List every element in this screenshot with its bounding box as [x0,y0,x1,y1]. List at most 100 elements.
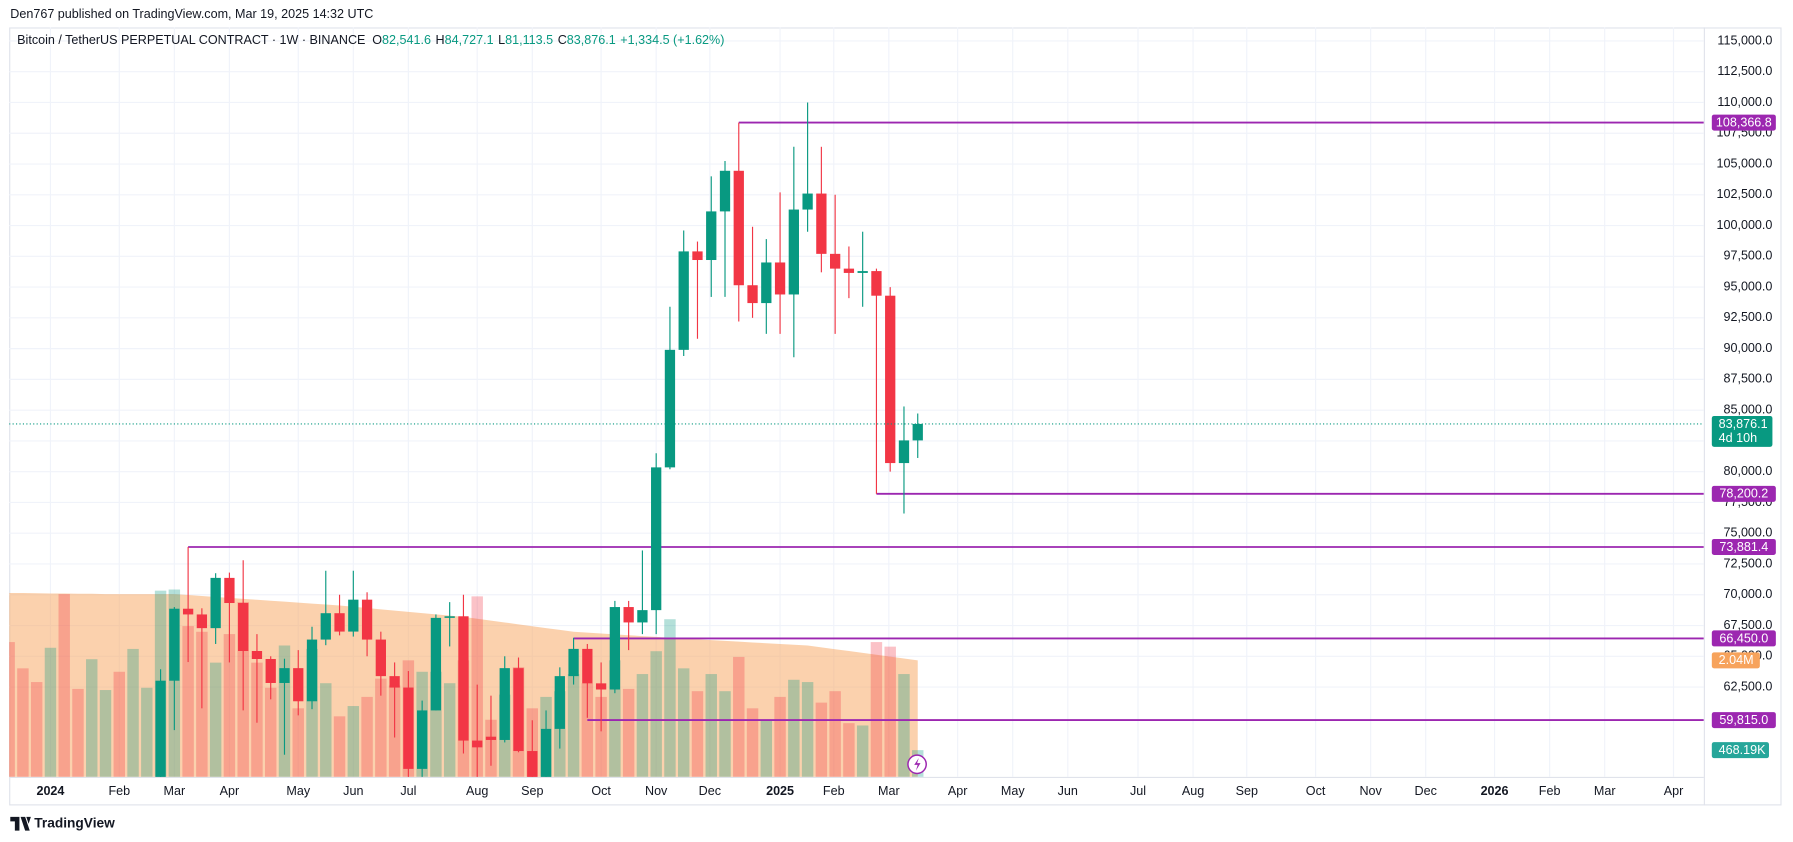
level-label-box [1711,630,1776,647]
level-label: 73,881.4 [1719,540,1768,554]
grid [9,27,1704,777]
candle-body [719,170,731,212]
candle-body [554,676,565,729]
x-tick-label: Feb [823,784,845,798]
legend-change: +1,334.5 (+1.62%) [620,33,724,47]
candle-body [637,610,648,623]
candle-body [348,599,359,632]
candle-body [774,262,786,295]
volume-bar [99,690,112,777]
x-tick-label: Mar [1594,784,1616,798]
volume-bar [870,642,883,777]
candle-body [224,577,235,604]
candle-body [829,253,841,269]
candle-body [857,271,868,273]
level-label: 66,450.0 [1719,631,1768,645]
candle-body [458,616,469,741]
volume-bar [17,668,29,777]
level-label: 59,815.0 [1719,713,1768,727]
candle-body [430,617,442,711]
legend-key: H [436,33,445,47]
y-tick-label: 85,000.0 [1723,402,1772,416]
volume-bar [292,708,304,777]
x-tick-label: 2025 [766,784,794,798]
volume-bar [567,674,580,777]
candle-body [293,668,304,702]
x-tick-label: Feb [1539,784,1561,798]
x-tick-label: Apr [948,784,968,798]
candle-body [802,193,813,210]
candle-body [885,295,896,464]
brand-name: TradingView [34,815,115,830]
level-label-box [1711,712,1776,729]
y-tick-label: 92,500.0 [1723,310,1772,324]
x-tick-label: Aug [466,784,488,798]
x-tick-label: Apr [220,784,240,798]
candle-body [664,349,676,468]
volume-bar [443,683,456,777]
volume-bar [58,594,70,777]
volume-bar [306,648,318,777]
level-label: 78,200.2 [1719,487,1768,501]
y-tick-label: 87,500.0 [1723,372,1772,386]
volume-bar [815,702,828,777]
volume-bar [884,646,896,777]
volume-bar [9,642,15,777]
y-tick-label: 105,000.0 [1717,156,1773,170]
candle-body [403,687,414,769]
level-label: 108,366.8 [1716,115,1772,129]
volume-bar [361,696,373,777]
countdown-label: 4d 10h [1719,431,1757,445]
x-tick-label: Nov [645,784,668,798]
last-price-box [1711,415,1773,447]
candle-body [182,608,194,615]
y-tick-label: 110,000.0 [1717,95,1772,109]
frame [9,27,1782,806]
volume-label: 468.19K [1719,743,1766,757]
y-tick-label: 62,500.0 [1723,679,1772,693]
y-tick-label: 80,000.0 [1723,464,1772,478]
candle-body [788,209,799,295]
x-tick-label: Dec [1415,784,1437,798]
candle-body [747,285,758,304]
volume-bar [650,651,662,777]
candle-body [265,658,276,683]
plot-area [9,102,1704,777]
candle-body [733,170,744,286]
volume-ma-label: 2.04M [1719,653,1754,667]
brand-logo [10,816,31,831]
x-tick-label: Dec [699,784,721,798]
candle-body [444,616,455,618]
volume-bar [127,648,139,777]
y-tick-label: 97,500.0 [1723,249,1772,263]
candle-body [609,607,621,690]
legend-row: Bitcoin / TetherUS PERPETUAL CONTRACT · … [17,33,724,47]
volume-bar [664,619,676,777]
volume-bar [843,723,855,777]
candle-body [816,193,827,254]
x-tick-label: Jun [1058,784,1078,798]
candle-body [334,613,345,632]
candle-body [361,599,373,640]
footer: TradingView [10,815,115,831]
y-tick-label: 70,000.0 [1723,587,1772,601]
candle-body [155,680,166,777]
candle-body [196,614,208,629]
chart-title: Bitcoin / TetherUS PERPETUAL CONTRACT · … [17,33,365,47]
y-tick-label: 112,500.0 [1717,64,1772,78]
legend-key: C [558,33,567,47]
volume-bar [209,662,222,777]
candle-body [306,639,318,702]
x-tick-label: Sep [1236,784,1258,798]
lightning-icon [907,754,927,775]
level-label-box [1711,114,1776,131]
x-tick-label: Jul [1130,784,1146,798]
y-tick-label: 90,000.0 [1723,341,1772,355]
volume-bar [595,696,607,777]
candle-body [389,676,400,688]
volume-bar [581,683,594,777]
candle-body [582,648,593,684]
y-tick-label: 75,000.0 [1723,526,1772,540]
axes: 62,500.065,000.067,500.070,000.072,500.0… [36,33,1776,798]
